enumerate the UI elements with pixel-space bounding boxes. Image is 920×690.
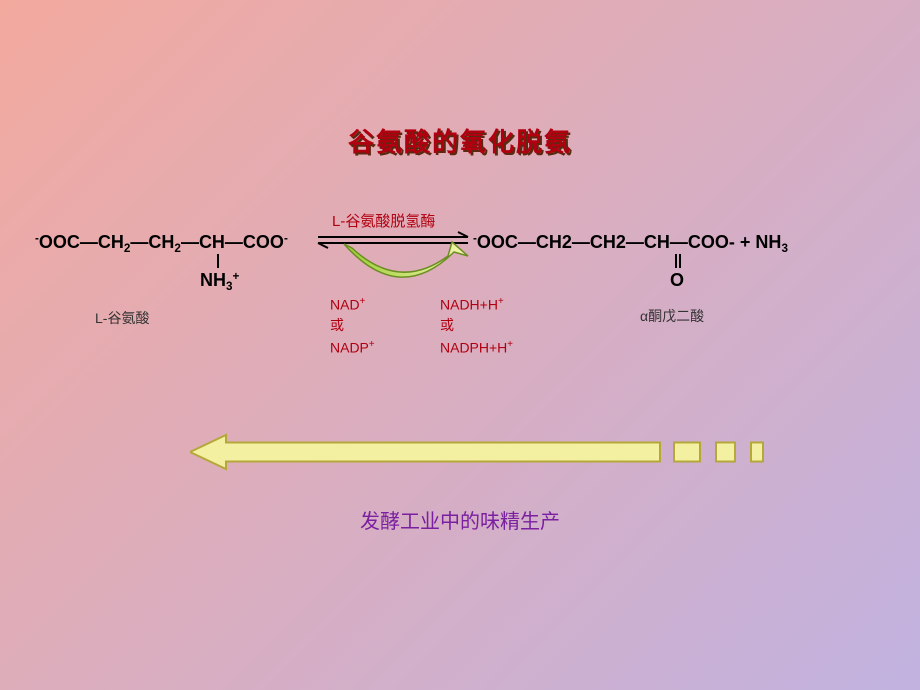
slide-title: 谷氨酸的氧化脱氨 谷氨酸的氧化脱氨 xyxy=(0,122,920,159)
reactant-label: L-谷氨酸 xyxy=(95,308,149,328)
slide-title-text: 谷氨酸的氧化脱氨 xyxy=(348,127,572,157)
reactant-formula: -OOC—CH2—CH2—CH—COO- xyxy=(35,232,288,253)
reactant-nh3-group: NH3+ xyxy=(200,270,239,291)
product-oxygen: O xyxy=(670,270,684,291)
product-double-bond xyxy=(675,254,681,268)
product-formula: -OOC—CH2—CH2—CH—COO- + NH3 xyxy=(473,232,788,253)
product-label: α酮戊二酸 xyxy=(640,306,704,326)
big-block-arrow xyxy=(190,430,780,474)
cofactor-left: NAD+或NADP+ xyxy=(330,292,375,357)
reactant-bond-line xyxy=(217,254,219,268)
footer-caption: 发酵工业中的味精生产 xyxy=(0,505,920,534)
cofactor-right: NADH+H+或NADPH+H+ xyxy=(440,292,513,357)
